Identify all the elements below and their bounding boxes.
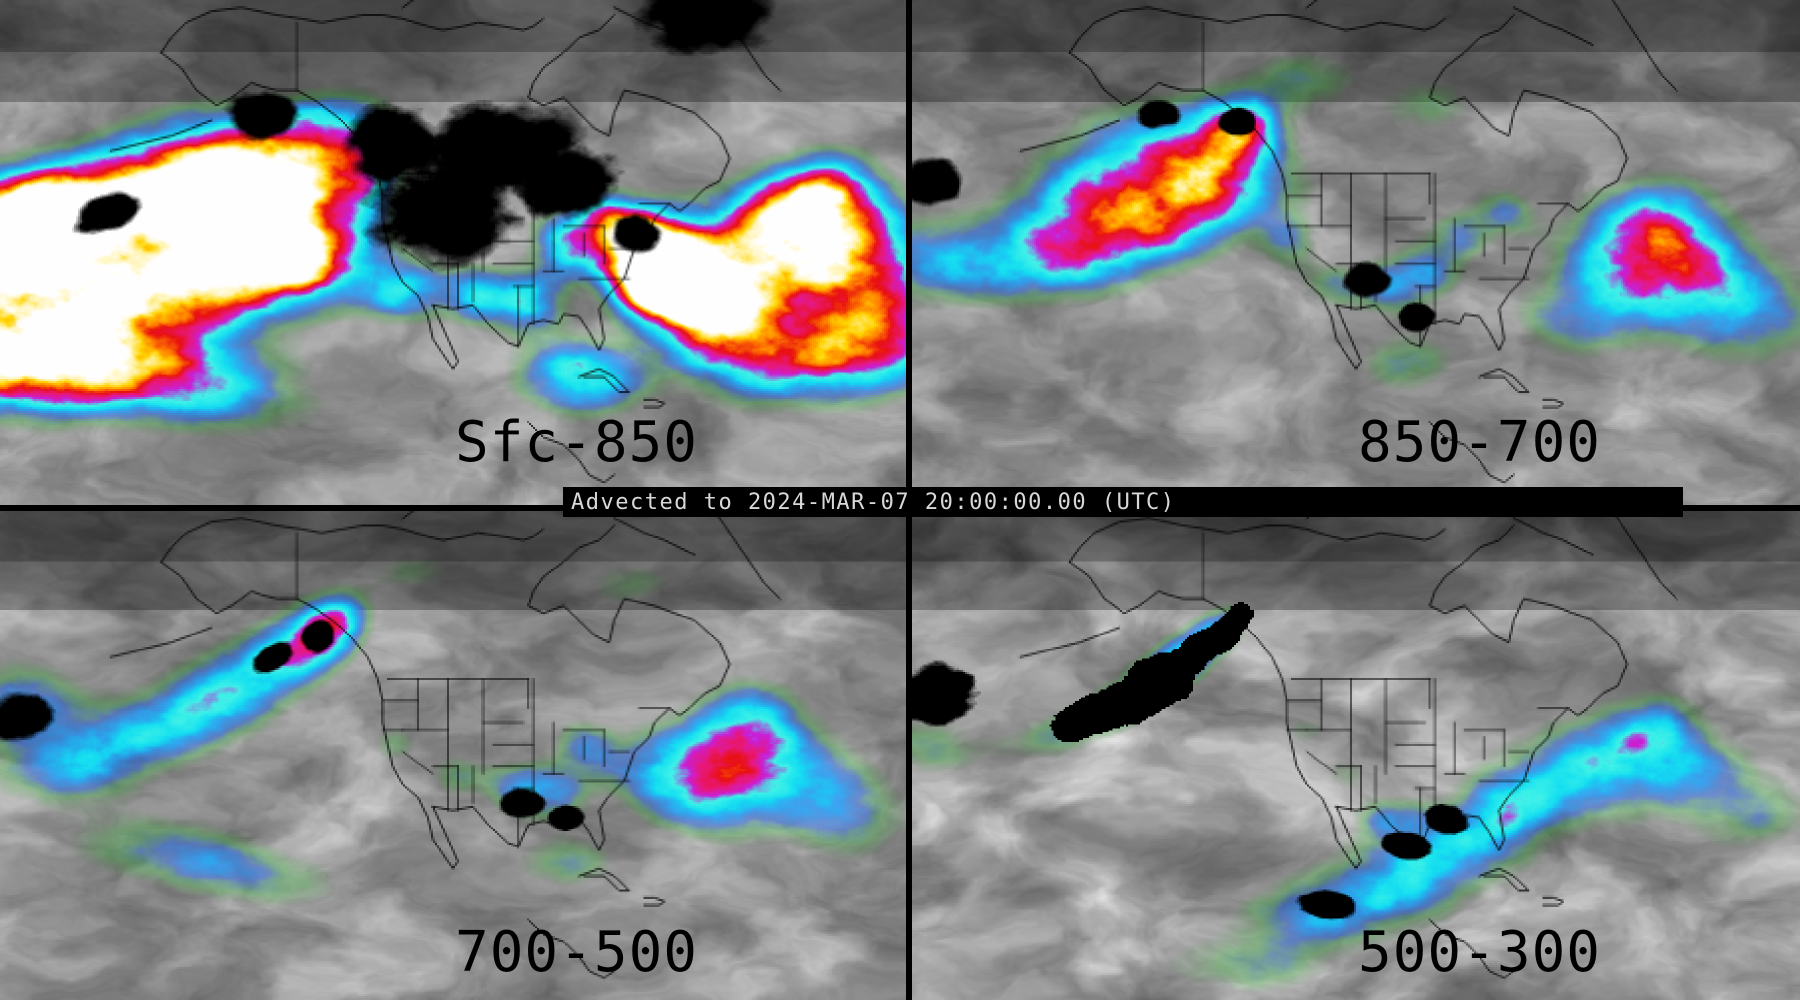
panel-700-500[interactable] bbox=[0, 511, 906, 1000]
panel-850-700[interactable] bbox=[912, 0, 1800, 505]
panel-500-300[interactable] bbox=[912, 511, 1800, 1000]
timestamp-text: Advected to 2024-MAR-07 20:00:00.00 (UTC… bbox=[571, 489, 1176, 515]
panel-sfc-850-raster bbox=[0, 0, 906, 505]
panel-sfc-850[interactable] bbox=[0, 0, 906, 505]
panel-500-300-raster bbox=[912, 511, 1800, 1000]
panel-700-500-raster bbox=[0, 511, 906, 1000]
panel-850-700-raster bbox=[912, 0, 1800, 505]
timestamp-banner: Advected to 2024-MAR-07 20:00:00.00 (UTC… bbox=[563, 487, 1683, 517]
